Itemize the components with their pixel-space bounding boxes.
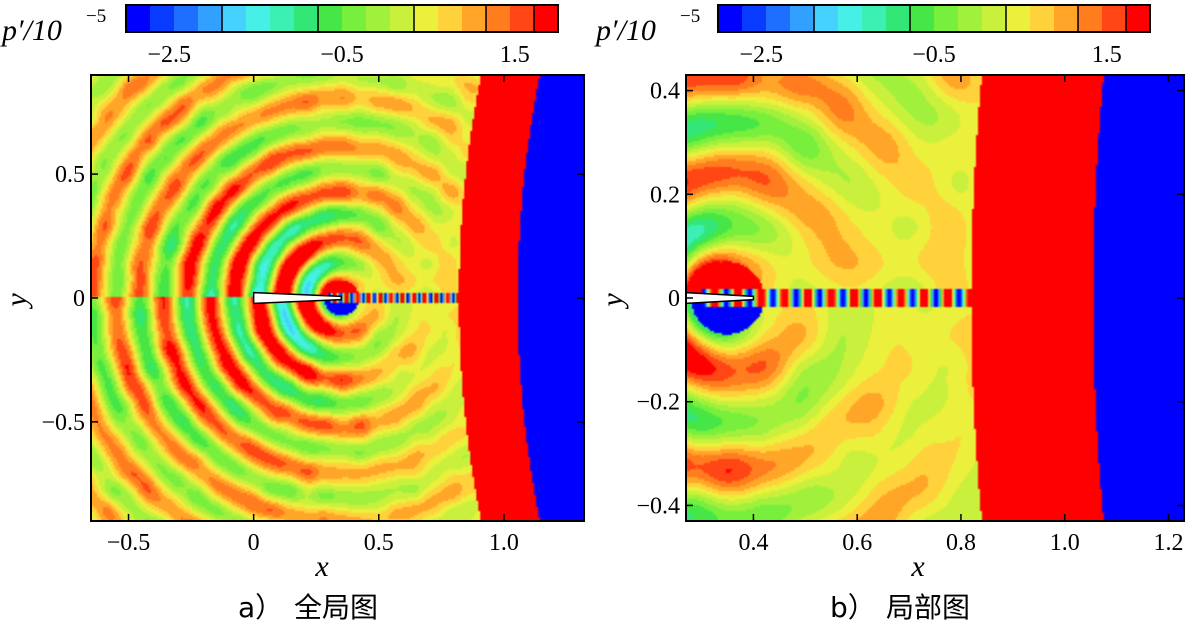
colorbar-cell [862, 5, 887, 32]
colorbar-a-ticks: −2.5 −0.5 1.5 [147, 42, 529, 68]
colorbar-cell [318, 5, 343, 32]
xtick-label: 1.0 [489, 530, 519, 556]
colorbar-b-ticks: −2.5 −0.5 1.5 [739, 42, 1121, 68]
colorbar-cell [438, 5, 463, 32]
colorbar-tick-label: −2.5 [147, 42, 191, 68]
xtick-label: 0.8 [946, 530, 976, 556]
axes-b: 0.4 0.6 0.8 1.0 1.2 −0.4 −0.2 0 0.2 0.4 [636, 75, 1184, 556]
colorbar-a-title: p′/10 [0, 14, 62, 47]
colorbar-b-title: p′/10 [594, 14, 656, 47]
colorbar-a-exponent: −5 [86, 6, 106, 27]
colorbar-cell [1054, 5, 1079, 32]
ytick-label: 0 [668, 286, 680, 312]
colorbar-cell [150, 5, 175, 32]
panel-b-caption: 局部图 [886, 591, 970, 624]
panel-a-caption: 全局图 [294, 591, 378, 624]
colorbar-cell [1006, 5, 1031, 32]
colorbar-cell [294, 5, 319, 32]
colorbar-cell [838, 5, 863, 32]
ytick-label: −0.5 [41, 410, 85, 436]
colorbar-tick-label: −0.5 [912, 42, 956, 68]
panel-a-label: a） [238, 591, 283, 624]
colorbar-cell [366, 5, 391, 32]
xtick-label: 0.4 [738, 530, 768, 556]
colorbar-b-exponent: −5 [680, 6, 700, 27]
colorbar-cell [486, 5, 511, 32]
colorbar-cell [1030, 5, 1055, 32]
xtick-label: 1.0 [1050, 530, 1080, 556]
colorbar-tick-label: 1.5 [1092, 42, 1122, 68]
colorbar-cell [814, 5, 839, 32]
colorbar-cell [246, 5, 271, 32]
colorbar-b-frame [717, 4, 1151, 33]
xtick-label: 1.2 [1153, 530, 1183, 556]
colorbar-cell [1102, 5, 1127, 32]
colorbar-tick-label: 1.5 [500, 42, 530, 68]
colorbar-tick-label: −0.5 [320, 42, 364, 68]
colorbar-cell [790, 5, 815, 32]
colorbar-cell [174, 5, 199, 32]
panel-b-label: b） [830, 591, 876, 624]
colorbar-cell [934, 5, 959, 32]
colorbar-cell [742, 5, 767, 32]
colorbar-cell [958, 5, 983, 32]
colorbar-cell [390, 5, 415, 32]
ytick-label: 0.5 [55, 162, 85, 188]
xtick-label: 0.6 [842, 530, 872, 556]
colorbar-tick-label: −2.5 [739, 42, 783, 68]
colorbar-cell [462, 5, 487, 32]
ytick-label: 0 [73, 286, 85, 312]
colorbar-cell [414, 5, 439, 32]
colorbar-cell [198, 5, 223, 32]
xlabel-a: x [314, 550, 329, 583]
colorbar-cell [126, 5, 151, 32]
colorbar-cell [886, 5, 911, 32]
xlabel-b: x [910, 550, 925, 583]
colorbar-cell [222, 5, 247, 32]
colorbar-a-frame [125, 4, 559, 33]
ylabel-a: y [0, 293, 33, 310]
xtick-label: 0 [248, 530, 260, 556]
colorbar-cell [510, 5, 535, 32]
colorbar-cell [982, 5, 1007, 32]
axes-a: −0.5 0 0.5 1.0 −0.5 0 0.5 [41, 75, 584, 556]
ylabel-b: y [596, 293, 629, 310]
colorbar-a: p′/10 −5 −2.5 −0.5 1.5 [0, 4, 559, 68]
xtick-label: −0.5 [107, 530, 151, 556]
body-a [252, 291, 343, 305]
colorbar-cell [270, 5, 295, 32]
panel-a: p′/10 −5 −2.5 −0.5 1.5 −0.5 0 0.5 1.0 −0.5 0 0.5… [0, 4, 585, 624]
body-b [686, 291, 755, 305]
colorbar-b: p′/10 −5 −2.5 −0.5 1.5 [594, 4, 1151, 68]
colorbar-cell [342, 5, 367, 32]
xtick-label: 0.5 [364, 530, 394, 556]
colorbar-cell [1078, 5, 1103, 32]
colorbar-cell [910, 5, 935, 32]
ytick-label: 0.4 [650, 79, 680, 105]
panel-b: p′/10 −5 −2.5 −0.5 1.5 0.4 0.6 0.8 1.0 1.2 −0.4… [594, 4, 1185, 624]
colorbar-cell [766, 5, 791, 32]
colorbar-cell [718, 5, 743, 32]
ytick-label: −0.2 [636, 390, 680, 416]
contour-field-b [686, 75, 1184, 521]
colorbar-a-cells [126, 5, 559, 32]
ytick-label: 0.2 [650, 182, 680, 208]
colorbar-cell [1126, 5, 1151, 32]
colorbar-b-cells [718, 5, 1151, 32]
colorbar-cell [534, 5, 559, 32]
ytick-label: −0.4 [636, 493, 680, 519]
